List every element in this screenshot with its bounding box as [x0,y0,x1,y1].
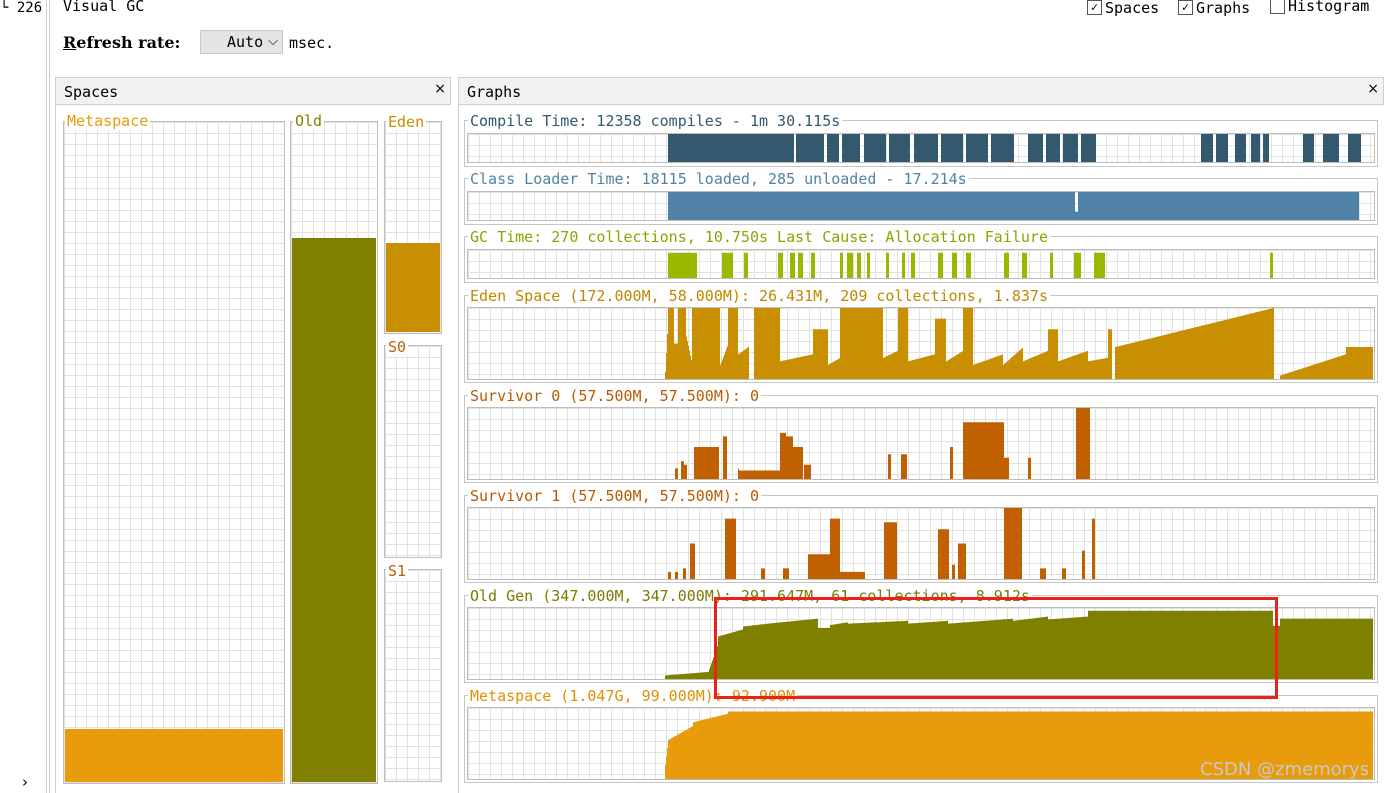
graphs-panel-title: Graphs [467,83,522,101]
refresh-rate-value: Auto [227,33,264,51]
space-s0 [384,345,442,558]
checkbox-checked-icon: ✓ [1087,0,1102,15]
eden-chart [468,308,1374,379]
s1-series-area [468,508,1374,579]
divider [49,0,50,793]
checkbox-graphs[interactable]: ✓ Graphs [1178,0,1250,17]
gutter-text: └ 226 [0,0,43,16]
space-label-eden: Eden [386,113,427,131]
refresh-rate-label: Refresh rate: [63,33,181,52]
old-fill [292,238,376,782]
compile-chart [468,134,1374,162]
eden-fill [386,243,440,332]
meta-chart [468,711,1374,779]
space-eden [384,121,442,334]
space-label-s0: S0 [386,338,409,356]
graphs-panel-body [458,105,1384,793]
watermark: CSDN @zmemorys [1200,759,1370,780]
compile-series-area [468,134,1374,162]
graph-s1-plot [467,507,1375,580]
space-s1 [384,569,442,782]
graph-compile-frame [464,120,1378,167]
old-chart [468,610,1374,679]
highlight-box [714,597,1278,699]
space-label-old: Old [293,112,325,130]
graph-title: Eden Space (172.000M, 58.000M): 26.431M,… [468,287,1050,305]
graph-title: GC Time: 270 collections, 10.750s Last C… [468,228,1050,246]
spaces-panel-title: Spaces [64,83,119,101]
classloader-chart [468,192,1374,220]
plugin-title: Visual GC [63,0,145,15]
graph-gc-plot [467,249,1375,279]
old-series-area [468,610,1374,679]
expand-arrow-icon[interactable]: › [22,773,28,791]
close-icon[interactable]: × [1367,81,1379,97]
s0-series-area [468,408,1374,479]
eden-series-area [468,308,1374,379]
checkbox-label: Spaces [1105,0,1160,17]
close-icon[interactable]: × [434,81,446,97]
space-label-metaspace: Metaspace [65,112,151,130]
space-old [290,121,378,784]
graph-s1-frame [464,495,1378,583]
chevron-down-icon: ⌵ [268,34,278,49]
gc-series-area [468,252,1374,278]
graph-s0-frame [464,395,1378,483]
meta-series-area [468,711,1374,779]
graphs-panel-header: Graphs × [458,77,1384,105]
graph-meta-frame [464,695,1378,783]
left-gutter [0,0,47,793]
space-metaspace [63,121,285,784]
classloader-series-area [468,192,1374,220]
spaces-panel-body [55,105,452,793]
gc-chart [468,252,1374,278]
graph-s0-plot [467,407,1375,480]
graph-title: Survivor 1 (57.500M, 57.500M): 0 [468,487,761,505]
graph-title: Class Loader Time: 18115 loaded, 285 unl… [468,170,969,188]
graph-title: Compile Time: 12358 compiles - 1m 30.115… [468,112,843,130]
s1-chart [468,508,1374,579]
checkbox-checked-icon: ✓ [1178,0,1193,15]
refresh-unit: msec. [289,34,335,52]
s0-chart [468,408,1374,479]
spaces-panel-header: Spaces × [55,77,451,105]
checkbox-label: Graphs [1196,0,1251,17]
checkbox-label: Histogram [1288,0,1370,15]
graph-title: Survivor 0 (57.500M, 57.500M): 0 [468,387,761,405]
checkbox-histogram[interactable]: Histogram [1270,0,1369,18]
checkbox-unchecked-icon [1270,0,1285,14]
refresh-rate-select[interactable]: Auto ⌵ [200,30,283,54]
space-label-s1: S1 [386,562,409,580]
graph-title: Old Gen (347.000M, 347.000M): 291.647M, … [468,587,1032,605]
metaspace-fill [65,729,283,782]
checkbox-spaces[interactable]: ✓ Spaces [1087,0,1159,17]
